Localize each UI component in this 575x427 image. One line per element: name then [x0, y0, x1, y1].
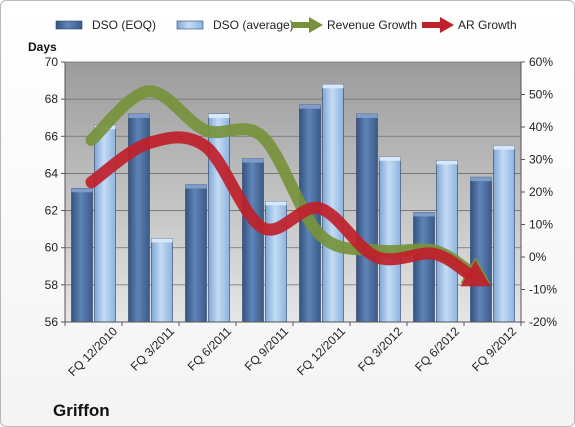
x-tick-label: FQ 6/2011	[185, 324, 235, 374]
x-tick-label: FQ 3/2012	[355, 324, 405, 374]
left-tick-label: 56	[45, 315, 59, 329]
legend-swatch	[176, 20, 204, 30]
legend-item-dso-average: DSO (average)	[176, 18, 294, 32]
line-path	[85, 131, 474, 280]
bar-cap	[470, 177, 492, 182]
right-tick-label: 30%	[529, 153, 553, 167]
bar-body	[94, 124, 116, 323]
left-tick-label: 70	[45, 55, 59, 69]
legend-item-ar-growth: AR Growth	[422, 17, 517, 33]
bar-dso-eoq	[185, 184, 207, 323]
x-tick-label: FQ 12/2011	[294, 324, 348, 378]
bar-dso-average	[322, 83, 344, 323]
bar-cap	[356, 114, 378, 118]
legend-label: Revenue Growth	[327, 18, 417, 32]
left-tick-label: 68	[45, 92, 59, 106]
bar-body	[71, 187, 93, 323]
bar-cap	[265, 201, 287, 206]
bar-body	[151, 238, 173, 323]
bar-dso-average	[94, 124, 116, 323]
bar-cap	[185, 184, 207, 189]
bar-dso-eoq	[71, 187, 93, 323]
legend-label: AR Growth	[458, 18, 517, 32]
x-tick-label: FQ 9/2011	[242, 324, 292, 374]
right-tick-label: 0%	[529, 250, 547, 264]
bar-cap	[128, 114, 150, 118]
bar-body	[242, 158, 264, 323]
right-tick-label: -20%	[529, 315, 557, 329]
bar-dso-eoq	[356, 113, 378, 323]
company-label: Griffon	[53, 401, 110, 420]
bar-dso-eoq	[242, 158, 264, 323]
bar-dso-average	[436, 160, 458, 323]
bar-body	[470, 176, 492, 323]
legend-label: DSO (average)	[213, 18, 294, 32]
bar-dso-eoq	[470, 176, 492, 323]
left-tick-label: 64	[45, 166, 59, 180]
left-axis-title: Days	[28, 40, 57, 54]
right-tick-label: -10%	[529, 283, 557, 297]
legend-arrowhead	[309, 17, 323, 33]
bar-dso-average	[151, 238, 173, 323]
left-tick-label: 62	[45, 204, 59, 218]
bar-dso-average	[493, 145, 515, 323]
left-tick-label: 60	[45, 241, 59, 255]
arrowhead	[460, 260, 491, 287]
bar-cap	[322, 84, 344, 89]
right-tick-label: 40%	[529, 120, 553, 134]
bar-body	[493, 145, 515, 323]
bar-body	[379, 156, 401, 323]
bar-body	[322, 83, 344, 323]
bar-cap	[493, 145, 515, 150]
right-tick-label: 50%	[529, 88, 553, 102]
right-tick-label: 60%	[529, 55, 553, 69]
growth-lines	[85, 85, 491, 287]
legend-arrowhead	[440, 17, 454, 33]
bar-body	[356, 113, 378, 323]
x-tick-label: FQ 6/2012	[412, 324, 462, 374]
bar-cap	[413, 212, 435, 217]
left-tick-label: 66	[45, 129, 59, 143]
bar-cap	[71, 188, 93, 193]
bar-cap	[208, 114, 230, 118]
line-ar-growth	[85, 131, 491, 287]
x-tick-label: FQ 3/2011	[128, 324, 178, 374]
legend: DSO (EOQ) DSO (average) Revenue Growth AR G…	[55, 17, 517, 33]
right-tick-label: 10%	[529, 218, 553, 232]
legend-item-revenue-growth: Revenue Growth	[291, 17, 417, 33]
bar-cap	[299, 104, 321, 109]
right-tick-label: 20%	[529, 185, 553, 199]
bar-body	[413, 212, 435, 323]
legend-label: DSO (EOQ)	[92, 18, 156, 32]
bar-body	[436, 160, 458, 323]
left-tick-label: 58	[45, 278, 59, 292]
bar-cap	[242, 158, 264, 163]
bar-cap	[379, 156, 401, 161]
bar-dso-average	[379, 156, 401, 323]
bar-dso-eoq	[413, 212, 435, 323]
legend-swatch	[55, 20, 83, 30]
bar-body	[185, 184, 207, 323]
x-tick-label: FQ 9/2012	[469, 324, 519, 374]
bar-cap	[151, 238, 173, 243]
legend-item-dso-eoq: DSO (EOQ)	[55, 18, 156, 32]
bar-cap	[436, 160, 458, 165]
x-tick-label: FQ 12/2010	[65, 324, 120, 379]
